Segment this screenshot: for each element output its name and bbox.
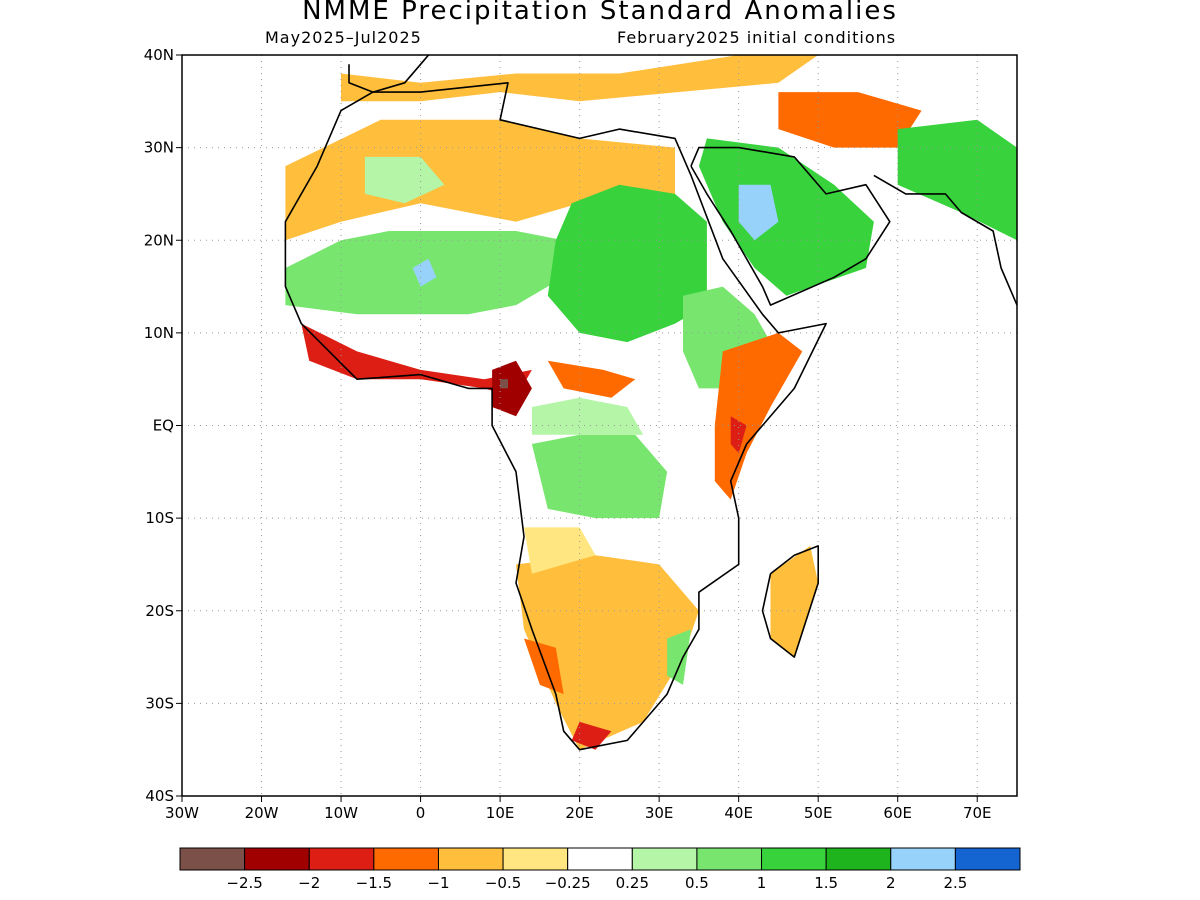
colorbar-swatch [373, 847, 439, 871]
region-cameroon-dry [492, 360, 532, 417]
lon-label: 20W [245, 804, 279, 822]
region-madagascar-dry [770, 545, 819, 658]
region-sahara-dry [285, 119, 675, 241]
region-east-africa-dry [714, 332, 803, 500]
colorbar: −2.5 −2 −1.5 −1 −0.5 −0.25 0.25 0.5 1 1.5 2 2.5 [179, 847, 1021, 892]
colorbar-label: −0.5 [485, 874, 521, 892]
longitude-axis: 30W 20W 10W 0 10E 20E 30E 40E 50E 60E 70E [165, 796, 992, 822]
lat-label: 40S [145, 787, 174, 805]
lon-label: 30W [165, 804, 199, 822]
region-cape-dry [571, 721, 612, 750]
region-mozambique-wet [667, 629, 691, 685]
region-cameroon-core [500, 379, 508, 389]
colorbar-swatch [502, 847, 569, 871]
lat-label: 30S [145, 694, 174, 712]
outline-madagascar-coast [761, 545, 820, 658]
coastlines [284, 55, 1017, 751]
colorbar-label: −1.5 [356, 874, 392, 892]
colorbar-label: 2.5 [943, 874, 967, 892]
colorbar-label: −0.25 [545, 874, 591, 892]
region-iran-dry [778, 92, 922, 148]
lat-label: 20N [144, 231, 174, 249]
region-car-dry [547, 360, 636, 398]
outline-arabia-coast [690, 146, 891, 306]
colorbar-label: −1 [427, 874, 449, 892]
colorbar-swatch [696, 847, 763, 871]
latitude-axis: 40N 30N 20N 10N EQ 10S 20S 30S 40S [144, 46, 182, 805]
outline-iberia-coast [348, 55, 430, 93]
colorbar-label: −2 [298, 874, 320, 892]
region-arabia-core [738, 184, 779, 241]
lon-label: 10E [486, 804, 515, 822]
plot-area [182, 55, 1017, 796]
region-southern-africa-dry [516, 555, 699, 750]
region-angola-mixed [524, 527, 596, 574]
colorbar-swatch [567, 847, 633, 871]
colorbar-label: 0.25 [616, 874, 649, 892]
region-arabia-wet [698, 138, 874, 296]
colorbar-swatch [825, 847, 892, 871]
region-central-asia-wet [897, 119, 1017, 241]
lon-label: 60E [883, 804, 912, 822]
outline-asia-coast [873, 174, 1017, 306]
outline-africa-coast [284, 82, 827, 751]
region-congo-wet [531, 434, 668, 519]
colorbar-swatch [179, 847, 246, 871]
region-namibia-dry [524, 638, 564, 695]
region-central-mixed [531, 397, 644, 435]
region-mali-wet-core [412, 258, 437, 287]
lon-label: 0 [416, 804, 426, 822]
region-mediterranean-dry [341, 55, 819, 102]
lon-label: 40E [724, 804, 753, 822]
lat-label: 10N [144, 324, 174, 342]
colorbar-swatch [954, 847, 1021, 871]
lon-label: 70E [963, 804, 992, 822]
colorbar-label: 2 [886, 874, 896, 892]
lat-label: EQ [153, 417, 174, 435]
map-title: NMME Precipitation Standard Anomalies [302, 0, 898, 26]
region-sudan-wet [547, 184, 707, 343]
colorbar-label: 0.5 [685, 874, 709, 892]
lon-label: 30E [645, 804, 674, 822]
lat-label: 30N [144, 139, 174, 157]
colorbar-swatch [308, 847, 375, 871]
colorbar-label: 1.5 [814, 874, 838, 892]
colorbar-label: 1 [757, 874, 767, 892]
lon-label: 20E [565, 804, 594, 822]
colorbar-label: −2.5 [226, 874, 262, 892]
lat-label: 10S [145, 509, 174, 527]
colorbar-swatch [244, 847, 310, 871]
valid-period: May2025–Jul2025 [265, 28, 422, 47]
lon-label: 10W [324, 804, 358, 822]
lat-label: 40N [144, 46, 174, 64]
colorbar-swatch [761, 847, 827, 871]
colorbar-swatch [890, 847, 956, 871]
region-saharan-wet-patch [364, 156, 445, 204]
colorbar-swatch [631, 847, 698, 871]
colorbar-swatch [437, 847, 504, 871]
initial-conditions: February2025 initial conditions [617, 28, 897, 47]
lat-label: 20S [145, 602, 174, 620]
lon-label: 50E [804, 804, 833, 822]
